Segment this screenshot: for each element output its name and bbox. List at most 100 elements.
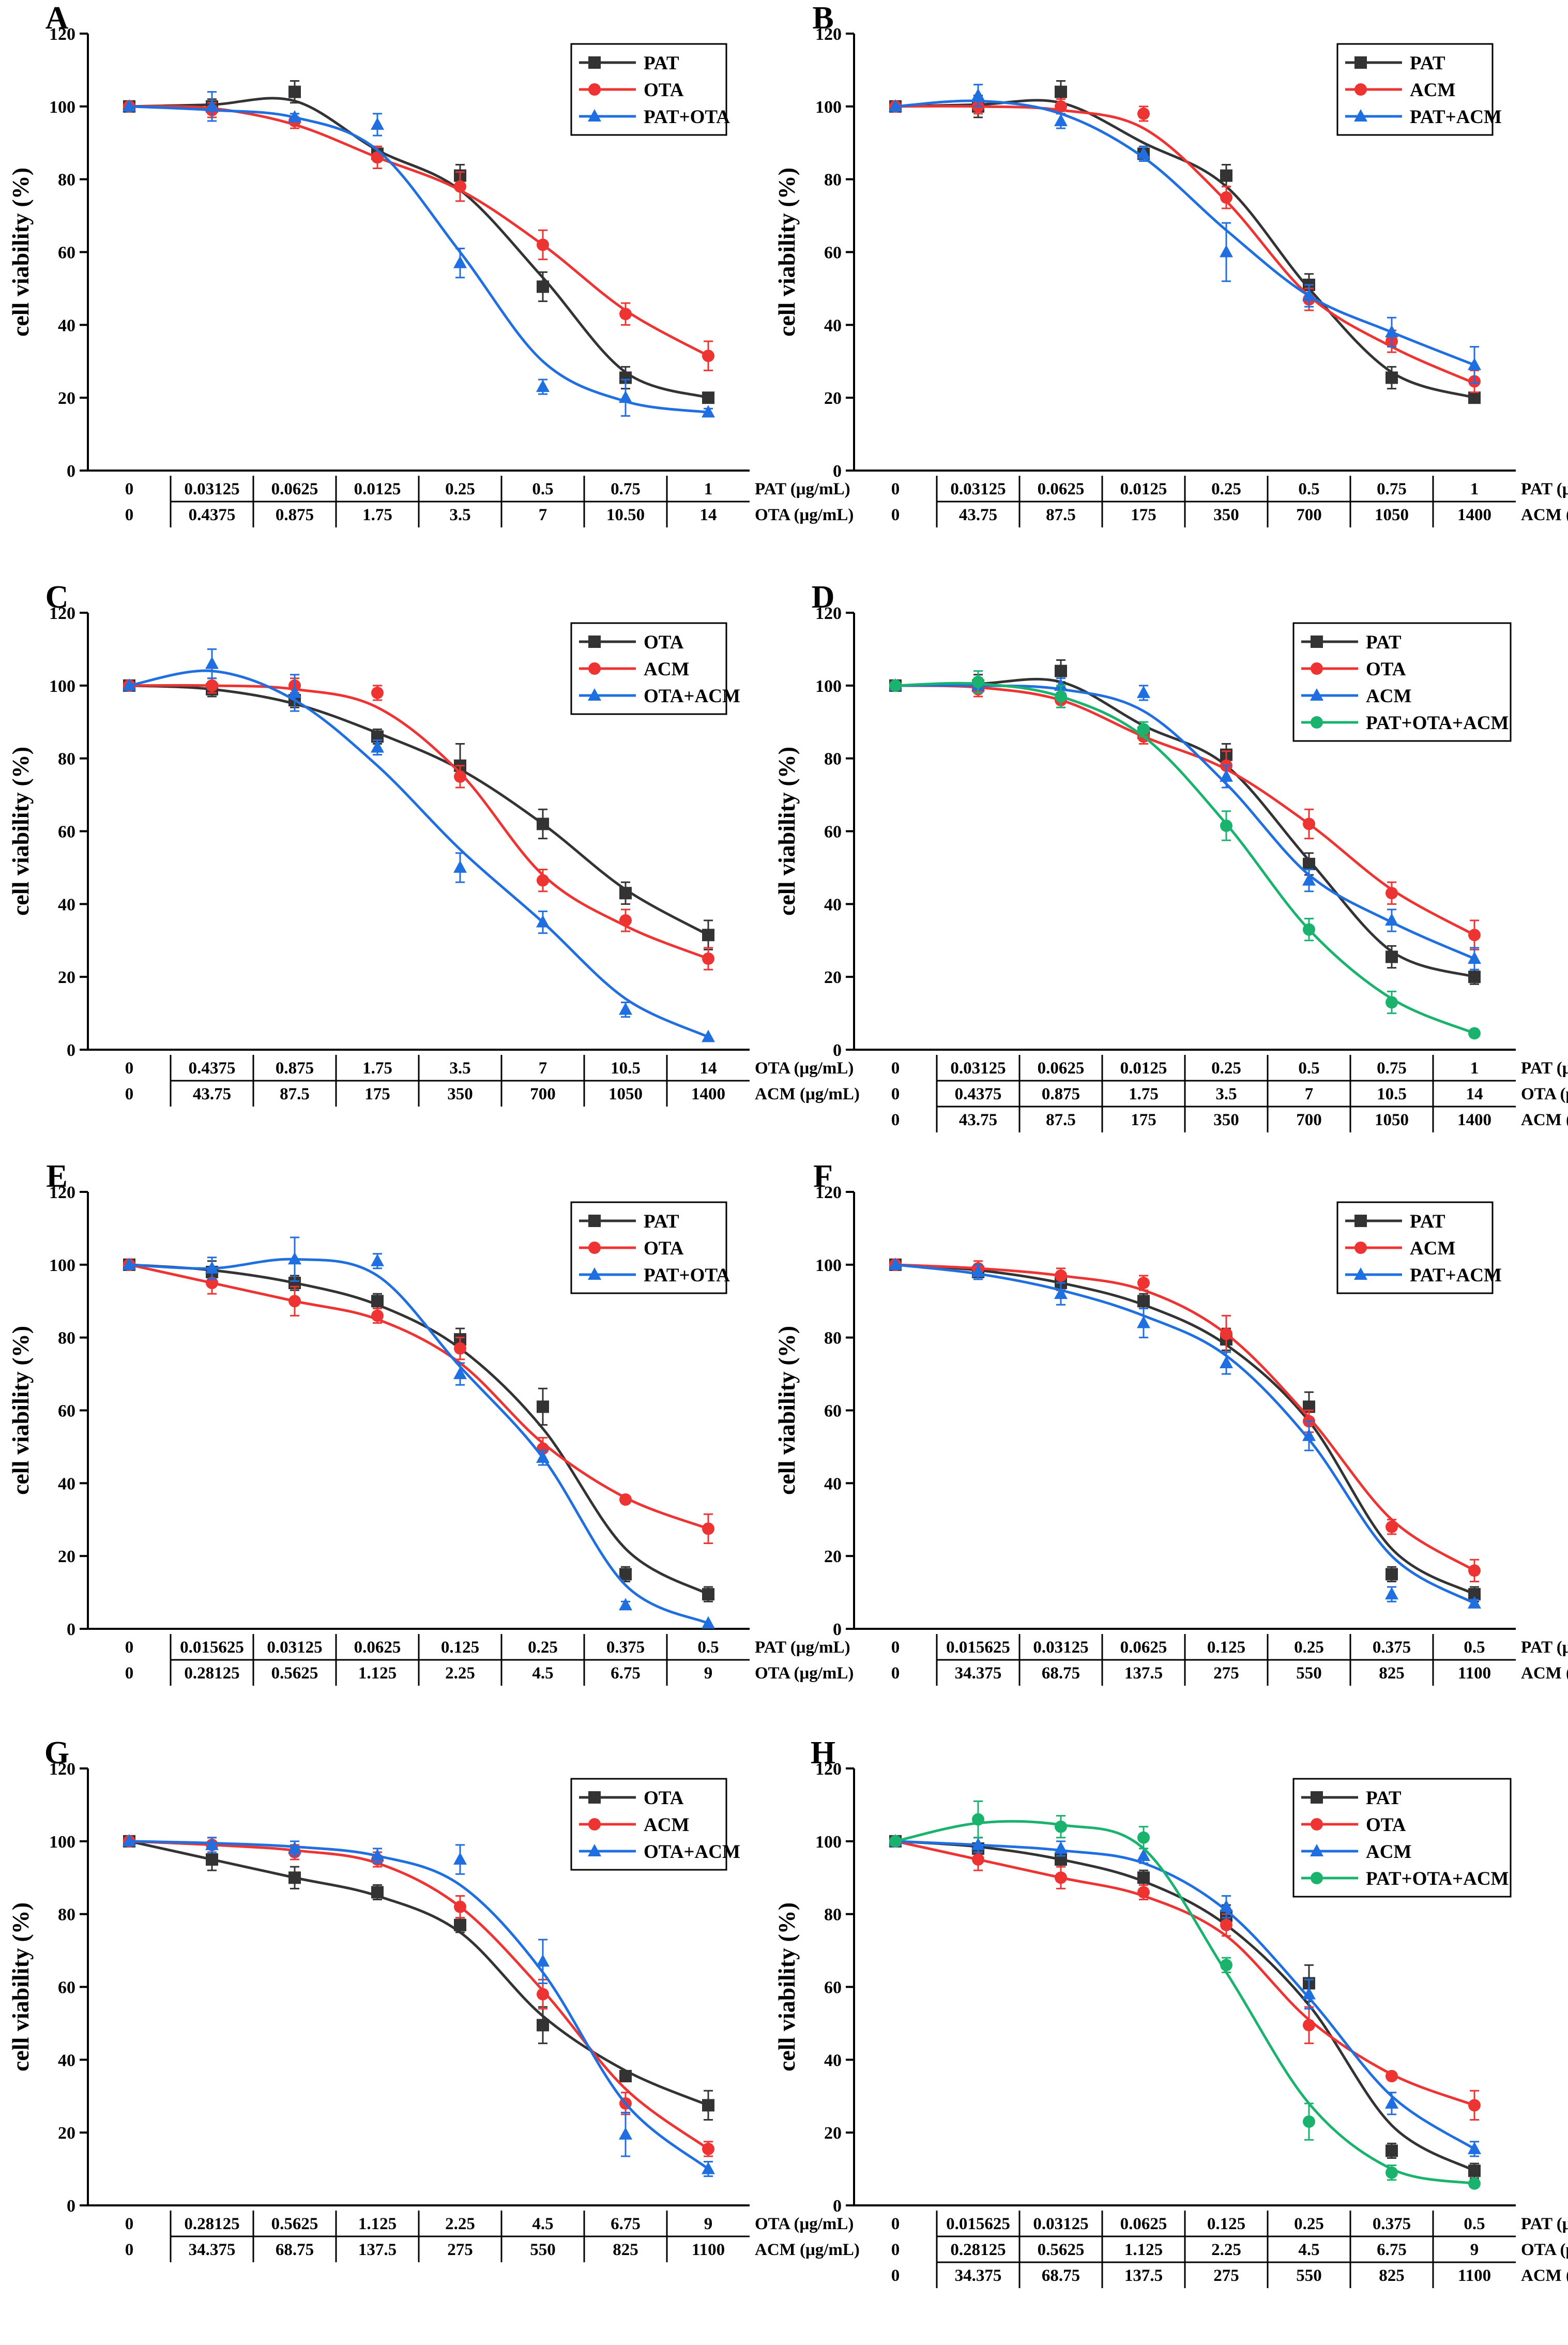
data-point (371, 686, 384, 699)
data-point (889, 1835, 902, 1848)
data-point (453, 1852, 467, 1865)
x-tick-label: 7 (539, 1059, 547, 1078)
data-point (889, 679, 902, 692)
x-tick-label: 87.5 (1046, 1111, 1076, 1129)
legend-marker (588, 1844, 601, 1856)
data-point (1303, 923, 1315, 936)
data-point (1055, 1871, 1067, 1884)
series-line (129, 97, 709, 399)
data-point (454, 1342, 466, 1355)
y-tick-label: 100 (49, 98, 75, 117)
x-tick-label: 0.4375 (189, 506, 236, 524)
data-point (1386, 2166, 1398, 2179)
legend: PAT ACM PAT+ACM (1336, 1201, 1502, 1294)
legend-label: OTA+ACM (644, 1841, 740, 1863)
legend: PAT OTA PAT+OTA (570, 43, 730, 136)
series-line (129, 1840, 709, 2170)
data-point (1220, 169, 1232, 182)
y-tick-label: 20 (824, 1547, 842, 1566)
y-tick-label: 40 (58, 895, 75, 914)
x-tick-label: 0 (125, 1085, 134, 1103)
data-point (1302, 1987, 1316, 2000)
x-tick-label: 0.125 (1207, 2215, 1245, 2233)
x-tick-label: 1400 (1457, 1111, 1491, 1129)
x-tick-label: 2.25 (1211, 2241, 1241, 2259)
y-tick-label: 0 (67, 2197, 75, 2216)
series-line (129, 1840, 709, 2150)
x-tick-label: 2.25 (445, 2215, 475, 2233)
x-tick-label: 700 (530, 1085, 556, 1103)
x-tick-label: 275 (1213, 1664, 1239, 1683)
x-tick-label: 3.5 (449, 506, 470, 524)
x-tick-label: 0.5 (1298, 480, 1319, 498)
y-tick-label: 0 (67, 1041, 75, 1060)
data-point (1137, 1295, 1150, 1308)
data-point (1220, 191, 1232, 204)
y-tick-label: 80 (58, 1329, 75, 1348)
x-row-label: ACM (μg/mL) (1521, 506, 1568, 524)
data-point (1220, 1918, 1232, 1931)
y-axis-label: cell viability (%) (773, 747, 800, 916)
legend-marker (588, 662, 601, 675)
y-tick-label: 60 (58, 244, 75, 263)
x-tick-label: 6.75 (1377, 2241, 1407, 2259)
legend-label: PAT (1410, 53, 1445, 74)
x-tick-label: 1100 (692, 2241, 725, 2259)
x-tick-label: 0 (891, 2215, 900, 2233)
series-line (129, 684, 709, 936)
series-line (895, 1263, 1475, 1596)
legend-marker (588, 83, 601, 96)
x-tick-label: 350 (447, 1085, 473, 1103)
data-point (1220, 1959, 1232, 1972)
legend-marker (1311, 662, 1323, 675)
data-point (1386, 2070, 1398, 2083)
x-tick-label: 550 (1296, 2266, 1322, 2285)
x-tick-label: 0 (891, 2266, 900, 2285)
series-line (129, 105, 709, 414)
x-tick-label: 1.125 (358, 1664, 397, 1683)
x-tick-label: 0.015625 (946, 2215, 1010, 2233)
y-tick-label: 120 (49, 25, 75, 44)
x-tick-label: 0.5 (532, 480, 553, 498)
x-row-label: PAT (μg/mL) (1521, 2215, 1568, 2233)
x-tick-label: 1.75 (362, 506, 392, 524)
x-tick-label: 137.5 (1124, 2266, 1163, 2285)
data-point (1385, 2096, 1398, 2109)
x-row-label: OTA (μg/mL) (1521, 2241, 1568, 2259)
legend-label: OTA (644, 1788, 684, 1809)
data-point (1220, 1355, 1233, 1368)
x-tick-label: 175 (364, 1085, 390, 1103)
series-pat (123, 1258, 714, 1602)
y-axis-label: cell viability (%) (773, 1902, 800, 2071)
legend-marker (588, 1791, 601, 1804)
data-point (454, 770, 466, 783)
legend-label: ACM (1366, 686, 1411, 707)
x-tick-label: 0 (891, 2241, 900, 2259)
x-tick-label: 0.0625 (1038, 1059, 1085, 1078)
y-axis-label: cell viability (%) (773, 1326, 800, 1495)
data-point (123, 1257, 136, 1270)
y-tick-label: 40 (824, 895, 842, 914)
x-row-label: PAT (μg/mL) (755, 480, 850, 498)
data-point (205, 1837, 219, 1850)
legend-label: PAT (1410, 1211, 1445, 1232)
x-tick-label: 0 (125, 2241, 134, 2259)
y-tick-label: 80 (824, 1905, 842, 1925)
series-line (895, 677, 1475, 978)
data-point (1468, 1596, 1481, 1609)
x-tick-label: 68.75 (1042, 1664, 1080, 1683)
x-tick-label: 0 (125, 1664, 134, 1683)
y-tick-label: 40 (58, 316, 75, 335)
data-point (619, 1002, 632, 1015)
data-point (205, 1261, 219, 1274)
legend-marker (1354, 56, 1367, 69)
data-point (536, 380, 550, 392)
data-point (371, 117, 384, 130)
x-tick-label: 0.75 (1377, 480, 1407, 498)
data-point (1220, 1899, 1233, 1912)
legend-marker (588, 1215, 601, 1227)
series-pat-ota-acm (889, 1800, 1481, 2190)
data-point (702, 1522, 714, 1535)
